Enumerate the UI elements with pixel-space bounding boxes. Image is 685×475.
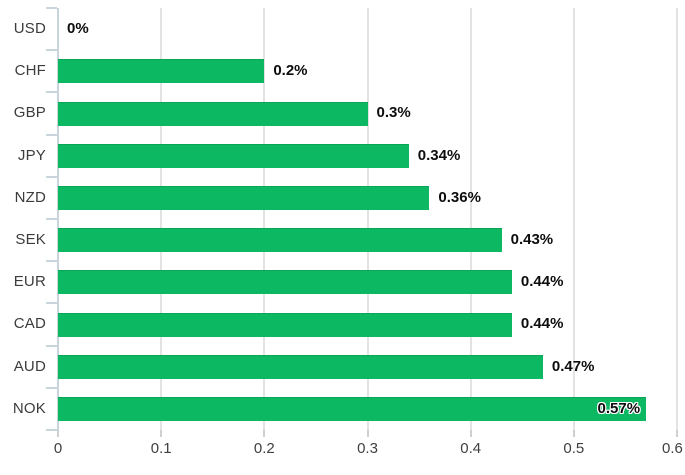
x-tick-label: 0.6 [661, 440, 683, 457]
value-label: 0.57% [597, 399, 641, 417]
bar [58, 185, 430, 210]
x-axis-tick [57, 430, 59, 437]
category-label: NZD [14, 188, 46, 206]
category-label: CHF [14, 62, 46, 80]
category-label: CAD [13, 315, 46, 333]
y-axis-tick [46, 175, 57, 178]
bar [58, 354, 543, 379]
y-axis-tick [46, 302, 57, 305]
y-axis-tick [46, 49, 57, 52]
y-axis-tick [46, 133, 57, 136]
y-axis-tick [46, 260, 57, 263]
y-axis-tick [46, 91, 57, 94]
gridline [160, 8, 163, 430]
category-label: GBP [13, 104, 46, 122]
x-axis-tick [263, 430, 266, 437]
x-axis-tick [366, 430, 369, 437]
x-tick-label: 0.4 [460, 440, 482, 457]
bar [58, 396, 647, 421]
x-axis-tick [572, 430, 575, 437]
bar [58, 270, 512, 295]
gridline [572, 8, 575, 430]
category-label: JPY [17, 146, 46, 164]
x-tick-label: 0 [53, 440, 63, 457]
y-axis-line [57, 8, 59, 430]
value-label: 0.36% [438, 188, 481, 206]
category-label: USD [13, 20, 46, 37]
gridline [366, 8, 369, 430]
category-label: AUD [13, 357, 46, 375]
bar [58, 59, 265, 84]
bar [58, 101, 368, 126]
value-label: 0.44% [520, 315, 564, 333]
gridline [469, 8, 472, 430]
value-label: 0.47% [551, 357, 595, 375]
value-label: 0.3% [376, 104, 411, 122]
bar [58, 228, 502, 253]
x-tick-label: 0.2 [253, 440, 275, 457]
bar [58, 143, 409, 168]
y-axis-tick [46, 7, 57, 9]
value-label: 0.2% [273, 62, 308, 80]
gridline [263, 8, 266, 430]
gridline [676, 8, 678, 430]
x-axis-tick [469, 430, 472, 437]
x-tick-label: 0.5 [563, 440, 585, 457]
value-label: 0.44% [520, 273, 564, 291]
x-tick-label: 0.3 [357, 440, 378, 457]
x-axis-tick [676, 430, 678, 437]
category-label: SEK [15, 231, 46, 248]
y-axis-tick [46, 344, 57, 347]
x-tick-label: 0.1 [150, 440, 172, 457]
bar [58, 312, 512, 337]
value-label: 0% [67, 20, 89, 37]
y-axis-tick [46, 218, 57, 220]
value-label: 0.43% [510, 231, 554, 248]
y-axis-tick [46, 386, 57, 389]
y-axis-tick [46, 429, 57, 431]
x-axis-tick [160, 430, 163, 437]
category-label: EUR [13, 273, 46, 291]
category-label: NOK [12, 399, 46, 417]
value-label: 0.34% [417, 146, 461, 164]
